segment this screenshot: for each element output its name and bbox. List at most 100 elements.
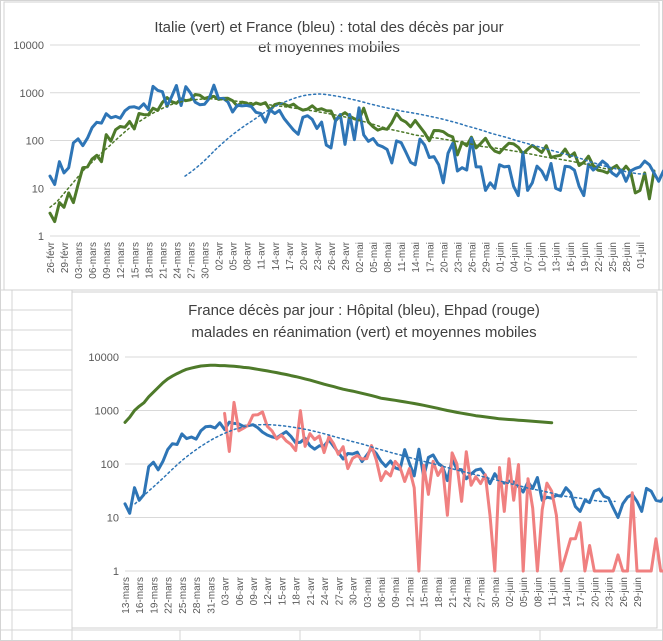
y-tick-label: 100 bbox=[101, 459, 119, 471]
x-tick-label: 25-mars bbox=[178, 577, 189, 614]
x-tick-label: 01-juil bbox=[636, 242, 647, 269]
chart2-x-ticks: 13-mars 16-mars 19-mars 22-mars 25-mars 28-ma… bbox=[121, 576, 644, 613]
chart-italie-france[interactable]: Italie (vert) et France (bleu) : total d… bbox=[3, 1, 663, 291]
y-tick-label: 1 bbox=[38, 231, 44, 243]
series-ehpad bbox=[223, 400, 663, 573]
x-tick-label: 18-avr bbox=[292, 576, 303, 605]
x-tick-label: 19-mars bbox=[149, 577, 160, 614]
x-tick-label: 06-mai bbox=[377, 577, 388, 608]
chart1-x-ticks: 26-févr 29-févr 03-mars 06-mars 09-mars 12-ma… bbox=[46, 241, 647, 278]
x-tick-label: 20-juin bbox=[590, 577, 601, 607]
x-tick-label: 21-avr bbox=[306, 576, 317, 605]
x-tick-label: 15-avr bbox=[277, 576, 288, 605]
x-tick-label: 15-mai bbox=[420, 577, 431, 608]
y-tick-label: 1000 bbox=[95, 406, 119, 418]
x-tick-label: 31-mars bbox=[206, 577, 217, 614]
y-tick-label: 10 bbox=[107, 513, 119, 525]
chart1-title-line1: Italie (vert) et France (bleu) : total d… bbox=[154, 19, 503, 36]
x-tick-label: 08-mai bbox=[383, 242, 394, 273]
series-france bbox=[48, 83, 663, 198]
series-r-animation bbox=[123, 363, 554, 425]
chart2-series bbox=[123, 363, 663, 573]
y-tick-label: 1 bbox=[113, 566, 119, 578]
x-tick-label: 09-avr bbox=[249, 576, 260, 605]
x-tick-label: 17-juin bbox=[576, 577, 587, 607]
x-tick-label: 29-mai bbox=[481, 242, 492, 273]
x-tick-label: 10-juin bbox=[538, 242, 549, 272]
x-tick-label: 22-juin bbox=[594, 242, 605, 272]
x-tick-label: 14-mai bbox=[411, 242, 422, 273]
x-tick-label: 24-mai bbox=[462, 577, 473, 608]
x-tick-label: 27-avr bbox=[334, 576, 345, 605]
chart2-title-line1: France décès par jour : Hôpital (bleu), … bbox=[188, 302, 540, 319]
x-tick-label: 21-mars bbox=[158, 242, 169, 279]
x-tick-label: 26-févr bbox=[46, 241, 57, 273]
x-tick-label: 26-juin bbox=[619, 577, 630, 607]
x-tick-label: 17-mai bbox=[425, 242, 436, 273]
x-tick-label: 06-mars bbox=[88, 242, 99, 279]
x-tick-label: 12-mars bbox=[116, 242, 127, 279]
x-tick-label: 20-avr bbox=[299, 241, 310, 270]
y-tick-label: 10000 bbox=[88, 352, 119, 364]
x-tick-label: 22-mars bbox=[164, 577, 175, 614]
x-tick-label: 05-mai bbox=[369, 242, 380, 273]
x-tick-label: 26-mai bbox=[467, 242, 478, 273]
x-tick-label: 14-avr bbox=[271, 241, 282, 270]
chart-france-hopital-ehpad[interactable]: France décès par jour : Hôpital (bleu), … bbox=[71, 291, 663, 629]
x-tick-label: 27-mars bbox=[186, 242, 197, 279]
x-tick-label: 03-mai bbox=[363, 577, 374, 608]
x-tick-label: 28-mars bbox=[192, 577, 203, 614]
x-tick-label: 06-avr bbox=[235, 576, 246, 605]
x-tick-label: 13-juin bbox=[552, 242, 563, 272]
x-tick-label: 11-juin bbox=[548, 577, 559, 606]
series-moyenne-mobile-france bbox=[184, 93, 646, 177]
x-tick-label: 16-mars bbox=[135, 577, 146, 614]
x-tick-label: 08-avr bbox=[243, 241, 254, 270]
y-tick-label: 10 bbox=[32, 183, 44, 195]
x-tick-label: 03-mars bbox=[74, 242, 85, 279]
x-tick-label: 18-mai bbox=[434, 577, 445, 608]
y-tick-label: 100 bbox=[26, 136, 44, 148]
x-tick-label: 17-avr bbox=[285, 241, 296, 270]
chart1-series bbox=[48, 83, 663, 224]
x-tick-label: 08-juin bbox=[533, 577, 544, 607]
x-tick-label: 02-juin bbox=[505, 577, 516, 607]
x-tick-label: 09-mars bbox=[102, 242, 113, 279]
x-tick-label: 13-mars bbox=[121, 577, 132, 614]
x-tick-label: 30-avr bbox=[349, 576, 360, 605]
x-tick-label: 02-mai bbox=[355, 242, 366, 273]
x-tick-label: 07-juin bbox=[524, 242, 535, 272]
y-tick-label: 10000 bbox=[13, 40, 44, 52]
x-tick-label: 15-mars bbox=[130, 242, 141, 279]
x-tick-label: 19-juin bbox=[580, 242, 591, 272]
x-tick-label: 01-juin bbox=[496, 242, 507, 272]
chart2-y-ticks: 10000 1000 100 10 1 bbox=[88, 352, 119, 578]
x-tick-label: 04-juin bbox=[510, 242, 521, 272]
series-italie bbox=[48, 93, 656, 224]
x-tick-label: 14-juin bbox=[562, 577, 573, 607]
x-tick-label: 23-avr bbox=[313, 241, 324, 270]
x-tick-label: 30-mars bbox=[201, 242, 212, 279]
x-tick-label: 05-avr bbox=[229, 241, 240, 270]
series-moyenne-mobile-h-pital bbox=[134, 423, 616, 505]
x-tick-label: 12-avr bbox=[263, 576, 274, 605]
chart2-gridlines bbox=[125, 356, 637, 572]
x-tick-label: 24-avr bbox=[320, 576, 331, 605]
x-tick-label: 21-mai bbox=[448, 577, 459, 608]
x-tick-label: 16-juin bbox=[566, 242, 577, 272]
x-tick-label: 26-avr bbox=[327, 241, 338, 270]
chart1-title-line2: et moyennes mobiles bbox=[258, 39, 400, 56]
x-tick-label: 28-juin bbox=[622, 242, 633, 272]
y-tick-label: 1000 bbox=[20, 88, 44, 100]
x-tick-label: 18-mars bbox=[144, 242, 155, 279]
x-tick-label: 03-avr bbox=[221, 576, 232, 605]
x-tick-label: 11-mai bbox=[397, 242, 408, 272]
x-tick-label: 27-mai bbox=[477, 577, 488, 608]
x-tick-label: 23-mai bbox=[453, 242, 464, 273]
x-tick-label: 23-juin bbox=[605, 577, 616, 607]
x-tick-label: 29-févr bbox=[60, 241, 71, 273]
x-tick-label: 02-avr bbox=[215, 241, 226, 270]
x-tick-label: 11-avr bbox=[257, 241, 268, 269]
x-tick-label: 05-juin bbox=[519, 577, 530, 607]
